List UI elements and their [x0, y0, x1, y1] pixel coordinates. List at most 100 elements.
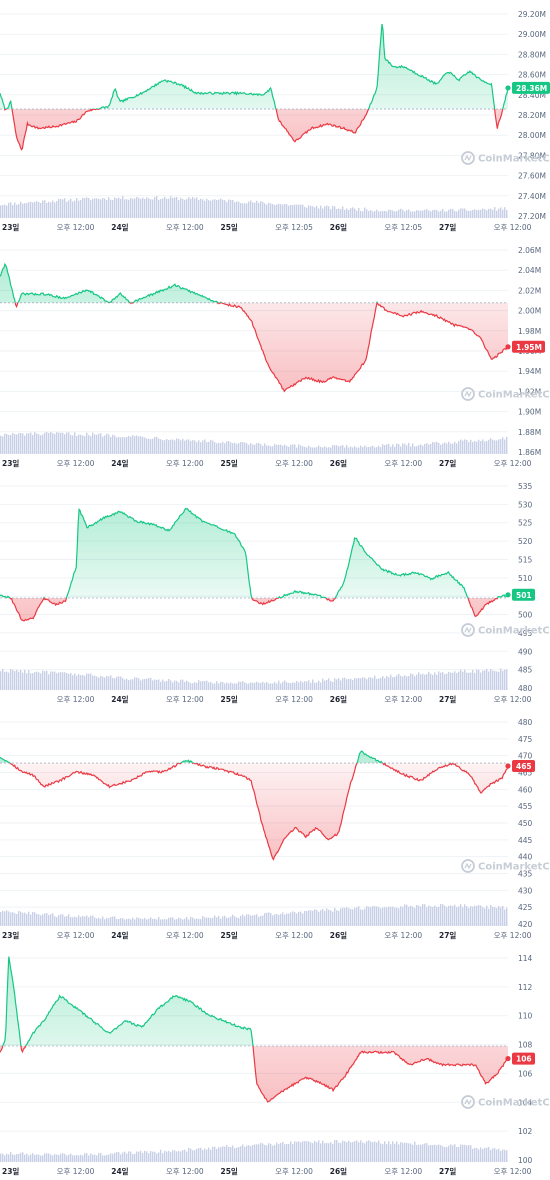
volume-bar	[186, 199, 188, 218]
volume-bar	[22, 433, 24, 454]
volume-bar	[296, 913, 298, 926]
volume-bar	[0, 1153, 2, 1162]
volume-bar	[434, 905, 436, 926]
volume-bar	[242, 1144, 244, 1162]
x-tick-label: 26일	[330, 222, 347, 232]
volume-bar	[420, 906, 422, 926]
volume-bar	[494, 440, 496, 454]
volume-bar	[98, 433, 100, 454]
volume-bar	[344, 1141, 346, 1162]
volume-bar	[498, 1148, 500, 1162]
volume-bar	[490, 668, 492, 690]
volume-bar	[280, 444, 282, 454]
volume-bar	[318, 680, 320, 690]
volume-bar	[168, 678, 170, 690]
volume-bar	[120, 198, 122, 218]
volume-bar	[70, 1153, 72, 1162]
volume-bar	[338, 910, 340, 926]
volume-bar	[332, 444, 334, 454]
volume-bar	[330, 447, 332, 454]
volume-bar	[332, 911, 334, 926]
volume-bar	[334, 678, 336, 690]
volume-bar	[480, 441, 482, 454]
volume-bar	[184, 1149, 186, 1162]
volume-bar	[188, 919, 190, 926]
price-chart[interactable]: 4804754704654604554504454404354304254204…	[0, 708, 550, 944]
volume-bar	[362, 447, 364, 454]
y-tick-label: 490	[518, 647, 533, 656]
volume-bar	[96, 434, 98, 454]
volume-bar	[482, 208, 484, 218]
volume-bar	[402, 443, 404, 454]
volume-bar	[90, 1153, 92, 1162]
volume-bar	[412, 906, 414, 926]
x-tick-label: 24일	[111, 694, 128, 704]
volume-bar	[364, 207, 366, 218]
y-tick-label: 27.20M	[518, 212, 546, 221]
watermark-text: CoinMarketCap	[478, 390, 550, 401]
volume-bar	[396, 211, 398, 218]
volume-bar	[214, 683, 216, 690]
volume-bar	[260, 444, 262, 454]
price-chart[interactable]: 2.06M2.04M2.02M2.00M1.98M1.96M1.94M1.92M…	[0, 236, 550, 472]
volume-bar	[376, 1142, 378, 1162]
volume-bar	[224, 683, 226, 690]
price-chart-panel[interactable]: 29.20M 29.00M 28.80M 28.60M 28.40M 28.20M 28.0…	[0, 0, 550, 236]
volume-bar	[372, 211, 374, 218]
current-price-badge	[512, 81, 550, 94]
volume-bar	[282, 681, 284, 690]
price-chart[interactable]: 114 112 110 108 106 104 102 100 106 CoinMarketCap…	[0, 944, 550, 1180]
volume-bar	[8, 202, 10, 218]
volume-bar	[64, 1153, 66, 1162]
volume-bar	[318, 208, 320, 218]
volume-bar	[288, 1143, 290, 1162]
volume-bar	[226, 917, 228, 926]
volume-bar	[20, 201, 22, 218]
volume-bar	[458, 441, 460, 454]
volume-bar	[210, 681, 212, 690]
price-chart[interactable]: 29.20M 29.00M 28.80M 28.60M 28.40M 28.20M 28.0…	[0, 0, 550, 236]
volume-bar	[184, 199, 186, 218]
volume-bar	[180, 197, 182, 218]
volume-bar	[430, 211, 432, 218]
area-fill-down	[4, 109, 503, 150]
volume-bar	[414, 211, 416, 218]
volume-bar	[428, 905, 430, 926]
volume-bar	[204, 681, 206, 690]
x-tick-label: 오후 12:00	[275, 459, 313, 468]
volume-bar	[292, 205, 294, 218]
volume-bar	[398, 1144, 400, 1162]
volume-bar	[166, 439, 168, 454]
volume-bar	[404, 1142, 406, 1162]
x-tick-label: 27일	[439, 930, 456, 940]
volume-bar	[340, 209, 342, 218]
price-chart-panel[interactable]: 480 475 470 465 460 455 450 445 440 435 430 425 420 4…	[0, 708, 550, 944]
volume-bar	[284, 914, 286, 926]
volume-bar	[190, 916, 192, 926]
volume-bar	[482, 670, 484, 690]
volume-bar	[74, 1155, 76, 1162]
volume-bar	[214, 915, 216, 926]
current-price-label: 465	[516, 762, 532, 771]
volume-bar	[262, 681, 264, 690]
price-chart-panel[interactable]: 535530525520515510505500495490485480501C…	[0, 472, 550, 708]
volume-bar	[108, 197, 110, 218]
volume-bar	[372, 445, 374, 454]
volume-bar	[374, 1141, 376, 1162]
volume-bar	[184, 918, 186, 926]
volume-bar	[190, 683, 192, 690]
price-chart-panel[interactable]: 2.06M2.04M2.02M2.00M1.98M1.96M1.94M1.92M…	[0, 236, 550, 472]
volume-bar	[328, 1143, 330, 1162]
volume-bar	[230, 199, 232, 218]
volume-bar	[342, 445, 344, 454]
y-tick-label: 28.40M	[518, 91, 546, 100]
volume-bar	[298, 682, 300, 690]
volume-bar	[320, 910, 322, 926]
y-tick-label: 510	[518, 574, 533, 583]
price-chart[interactable]: 535530525520515510505500495490485480501C…	[0, 472, 550, 708]
price-chart-panel[interactable]: 114 112 110 108 106 104 102 100 106 CoinMarketCap…	[0, 944, 550, 1180]
volume-bar	[198, 680, 200, 690]
volume-bar	[446, 211, 448, 218]
price-line-down	[14, 302, 509, 393]
volume-bar	[326, 908, 328, 926]
